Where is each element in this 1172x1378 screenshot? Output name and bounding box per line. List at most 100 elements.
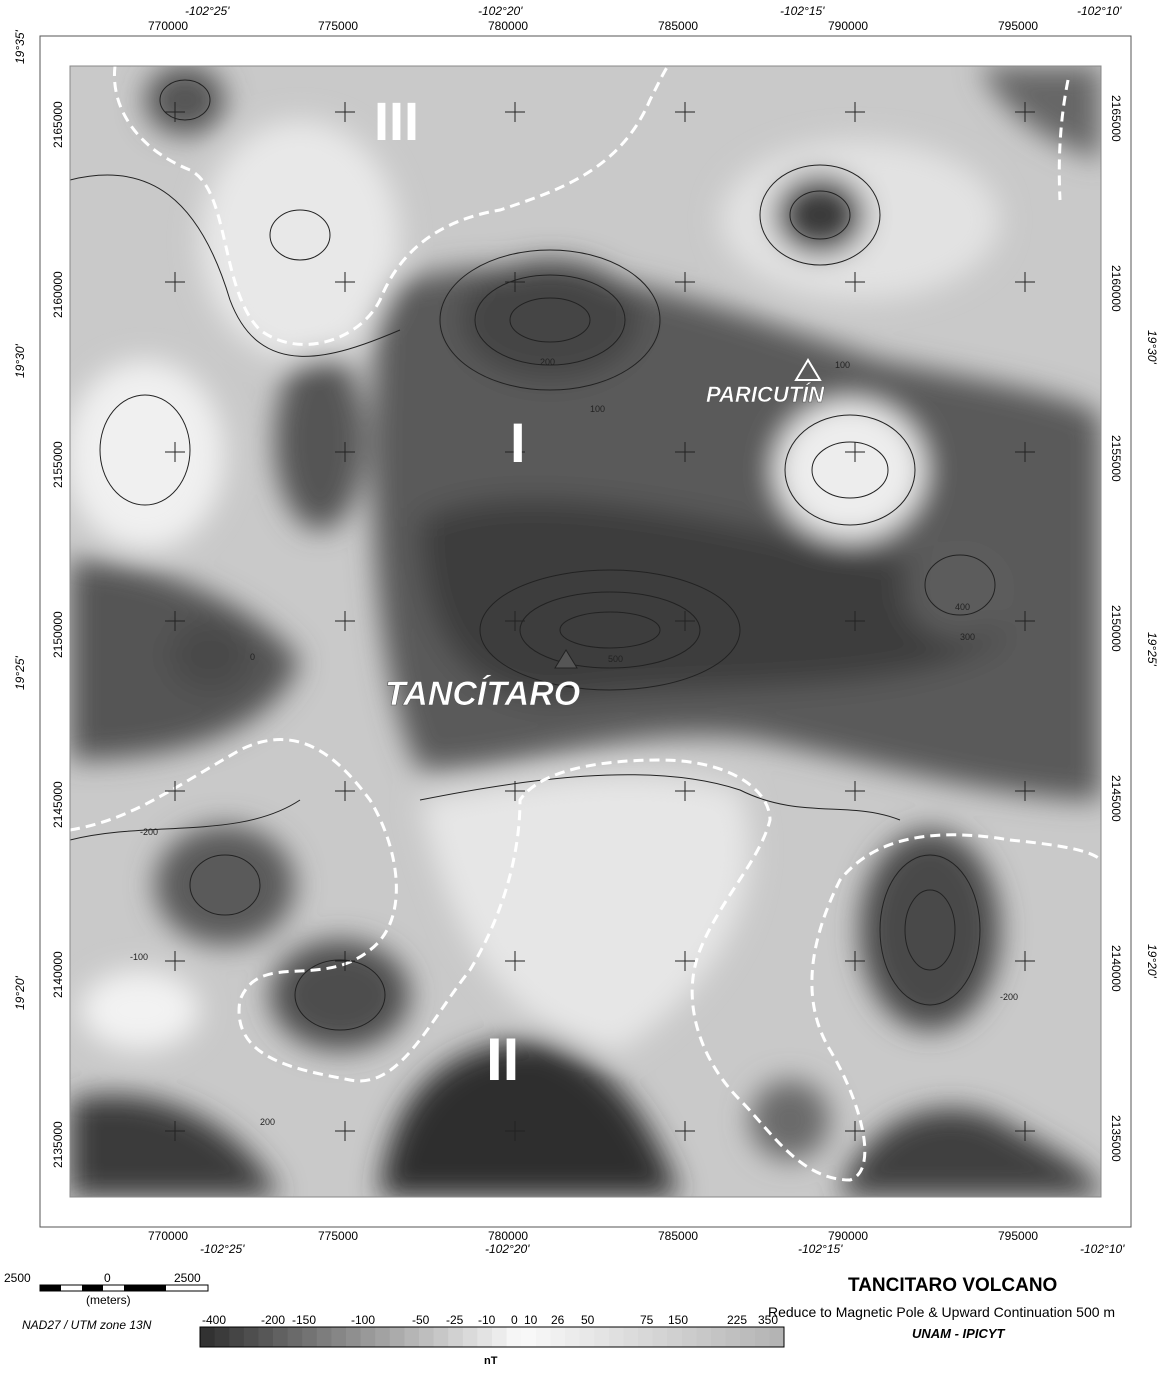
contour-label: 200 <box>540 357 555 367</box>
color-label: -150 <box>292 1313 316 1327</box>
map-subtitle: Reduce to Magnetic Pole & Upward Continu… <box>768 1304 1116 1320</box>
easting-labels-top: 770000 775000 780000 785000 790000 79500… <box>148 19 1038 33</box>
scale-label-center: 0 <box>104 1271 111 1285</box>
color-label: -25 <box>446 1313 464 1327</box>
northing-label: 2135000 <box>1109 1115 1123 1162</box>
northing-label: 2140000 <box>51 951 65 998</box>
volcano-main-label: TANCÍTARO <box>385 675 580 713</box>
latitude-label: 19°35' <box>13 30 27 64</box>
color-scale-cell <box>346 1327 362 1347</box>
northing-label: 2155000 <box>1109 435 1123 482</box>
color-scale-cell <box>652 1327 668 1347</box>
easting-label: 785000 <box>658 19 698 33</box>
northing-label: 2135000 <box>51 1121 65 1168</box>
easting-label: 770000 <box>148 1229 188 1243</box>
paricutin-marker-icon <box>794 358 822 381</box>
color-scale-cell <box>769 1327 785 1347</box>
northing-label: 2145000 <box>1109 775 1123 822</box>
color-label: 350 <box>758 1313 778 1327</box>
easting-label: 795000 <box>998 19 1038 33</box>
color-label: 75 <box>640 1313 654 1327</box>
longitude-label: -102°15' <box>798 1242 843 1256</box>
color-scale-cell <box>243 1327 259 1347</box>
color-scale-cell <box>389 1327 405 1347</box>
northing-label: 2150000 <box>51 611 65 658</box>
color-scale-cell <box>214 1327 230 1347</box>
contour-label: 100 <box>835 360 850 370</box>
color-scale-cell <box>375 1327 391 1347</box>
contour-label: -200 <box>140 827 158 837</box>
color-scale-cell <box>200 1327 216 1347</box>
color-scale-cell <box>492 1327 508 1347</box>
longitude-labels-top: -102°25' -102°20' -102°15' -102°10' <box>185 4 1122 18</box>
northing-label: 2155000 <box>51 441 65 488</box>
outer-frame <box>39 35 1132 1228</box>
color-scale-cell <box>287 1327 303 1347</box>
longitude-label: -102°20' <box>478 4 523 18</box>
color-scale-cell <box>608 1327 624 1347</box>
color-scale-cell <box>433 1327 449 1347</box>
zone-label-iii: III <box>374 92 419 152</box>
map-border <box>69 65 1102 1198</box>
color-label: 10 <box>524 1313 538 1327</box>
contour-labels: 200 100 0 -100 -200 300 400 500 100 200 … <box>130 357 1018 1127</box>
color-scale-cell <box>579 1327 595 1347</box>
contour-label: 400 <box>955 602 970 612</box>
latitude-label: 19°30' <box>13 344 27 378</box>
color-scale-cell <box>302 1327 318 1347</box>
northing-label: 2145000 <box>51 781 65 828</box>
easting-label: 790000 <box>828 19 868 33</box>
contour-label: 0 <box>250 652 255 662</box>
color-scale-cell <box>273 1327 289 1347</box>
easting-label: 775000 <box>318 1229 358 1243</box>
color-scale-cell <box>360 1327 376 1347</box>
longitude-label: -102°20' <box>485 1242 530 1256</box>
contour-label: 300 <box>960 632 975 642</box>
color-scale-cell <box>623 1327 639 1347</box>
color-label: -100 <box>351 1313 375 1327</box>
color-scale-cell <box>681 1327 697 1347</box>
color-label: -200 <box>261 1313 285 1327</box>
longitude-label: -102°10' <box>1077 4 1122 18</box>
latitude-label: 19°25' <box>13 656 27 690</box>
latitude-label: 19°25' <box>1145 632 1159 666</box>
color-scale-cell <box>711 1327 727 1347</box>
longitude-label: -102°15' <box>780 4 825 18</box>
contour-label: -200 <box>1000 992 1018 1002</box>
color-label: 150 <box>668 1313 688 1327</box>
easting-label: 785000 <box>658 1229 698 1243</box>
northing-label: 2140000 <box>1109 945 1123 992</box>
northing-labels-left: 2165000 2160000 2155000 2150000 2145000 … <box>51 101 65 1168</box>
color-scale-labels: -400 -200 -150 -100 -50 -25 -10 0 10 26 … <box>202 1313 778 1327</box>
color-label: -400 <box>202 1313 226 1327</box>
easting-label: 790000 <box>828 1229 868 1243</box>
scale-label-left: 2500 <box>4 1271 31 1285</box>
institution-label: UNAM - IPICYT <box>912 1326 1005 1341</box>
color-scale-cell <box>638 1327 654 1347</box>
color-scale-cell <box>419 1327 435 1347</box>
color-scale-cell <box>594 1327 610 1347</box>
color-scale-cell <box>448 1327 464 1347</box>
color-label: -10 <box>478 1313 496 1327</box>
easting-label: 770000 <box>148 19 188 33</box>
color-scale-cell <box>535 1327 551 1347</box>
easting-label: 775000 <box>318 19 358 33</box>
anomaly-field: 200 100 0 -100 -200 300 400 500 100 200 … <box>70 66 1101 1197</box>
color-scale-cell <box>462 1327 478 1347</box>
northing-label: 2150000 <box>1109 605 1123 652</box>
color-scale-cell <box>667 1327 683 1347</box>
color-label: 225 <box>727 1313 747 1327</box>
scale-label-right: 2500 <box>174 1271 201 1285</box>
contour-label: 100 <box>590 404 605 414</box>
latitude-label: 19°20' <box>1145 944 1159 978</box>
color-scale-cell <box>725 1327 741 1347</box>
easting-label: 780000 <box>488 19 528 33</box>
contour-label: 500 <box>608 654 623 664</box>
latitude-labels-right: 19°30' 19°25' 19°20' <box>1145 330 1159 978</box>
color-scale: -400 -200 -150 -100 -50 -25 -10 0 10 26 … <box>199 1313 785 1367</box>
color-scale-cell <box>521 1327 537 1347</box>
northing-label: 2165000 <box>51 101 65 148</box>
longitude-label: -102°25' <box>200 1242 245 1256</box>
